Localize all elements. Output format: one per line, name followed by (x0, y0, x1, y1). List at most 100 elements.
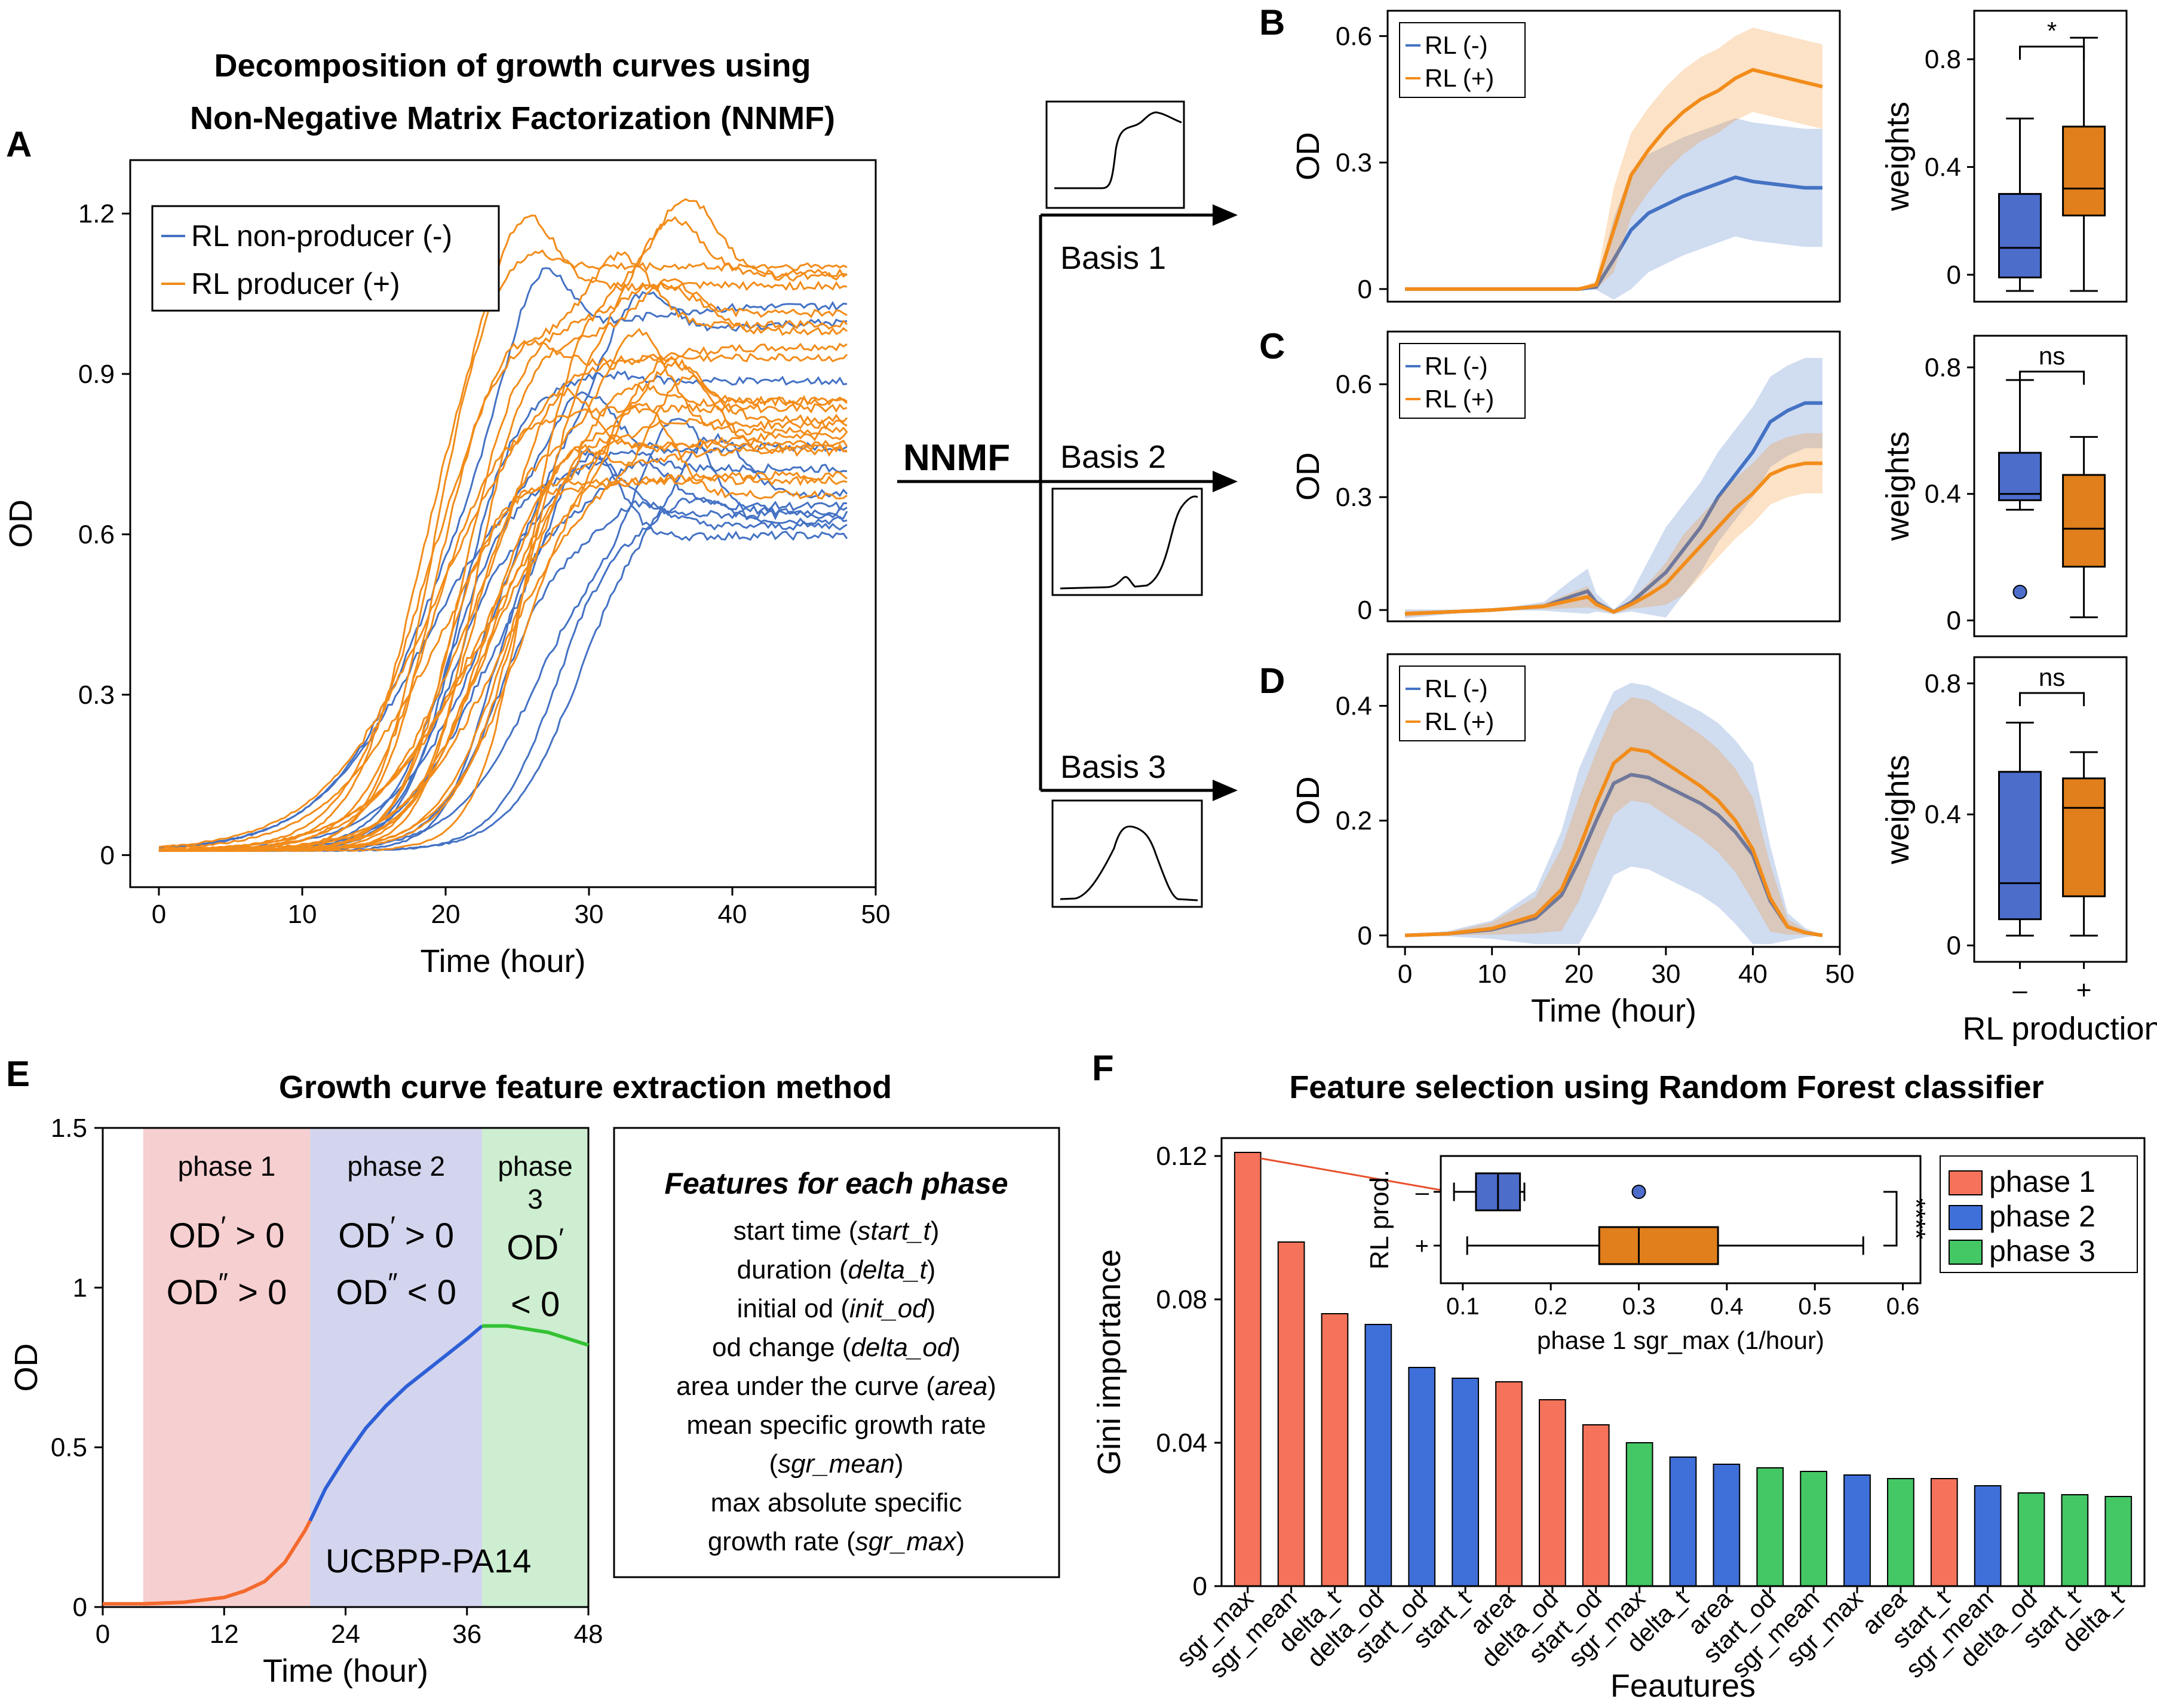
x-axis-label: Feautures (1610, 1668, 1756, 1704)
y-tick-label: 0.3 (78, 680, 115, 710)
bar-area (1495, 1381, 1523, 1587)
chart-e: 0 12 24 36 48 0 0.5 1 1.5 Time (hour) OD phase 1 OD′… (8, 1114, 603, 1689)
phase-label: 3 (527, 1183, 543, 1215)
phase-condition: OD′ (507, 1222, 564, 1267)
legend-a: RL non-producer (-) RL producer (+) (151, 205, 500, 312)
y-tick-label: 0.8 (1925, 669, 1961, 698)
bar-delta_od (2017, 1492, 2045, 1587)
y-tick-label: + (1415, 1233, 1429, 1259)
mean-line-RL (+) (1404, 461, 1822, 616)
phase-region (482, 1128, 588, 1607)
outlier (2012, 584, 2027, 599)
non-producer-curve (159, 496, 848, 852)
feature-line: duration (delta_t) (737, 1255, 936, 1284)
x-tick-label: 40 (718, 900, 747, 929)
x-tick-label: 0 (1398, 959, 1412, 989)
non-producer-curve (158, 500, 848, 852)
bar-start_od (1408, 1367, 1436, 1587)
x-tick-label: 50 (861, 900, 891, 929)
plot-frame (1973, 656, 2128, 963)
x-tick-label: 20 (431, 900, 461, 929)
x-tick-label: 0 (152, 900, 166, 929)
box-+ (2062, 474, 2106, 568)
y-tick-label: 0.6 (78, 520, 115, 549)
x-tick-label: 40 (1738, 959, 1768, 989)
y-tick-label: 0 (1947, 260, 1961, 290)
y-tick-label: 0 (1947, 931, 1961, 961)
y-axis-label: OD (3, 499, 39, 548)
phase-condition: < 0 (511, 1285, 560, 1324)
y-axis-label: Gini importance (1091, 1249, 1127, 1475)
bar-area (1713, 1464, 1741, 1587)
x-tick-label: 48 (574, 1620, 603, 1649)
panel-d: D 0 10 20 30 40 50 0 0.2 0.4 Time (hour) OD RL (-) R… (1259, 653, 2157, 1047)
legend-label: RL (-) (1425, 674, 1488, 703)
legend-label: phase 2 (1989, 1200, 2095, 1233)
band-RL (-) (1405, 358, 1822, 618)
y-axis-label: OD (1290, 132, 1326, 180)
producer-curve (158, 374, 848, 852)
panel-a: A Decomposition of growth curves using N… (3, 48, 890, 979)
basis2-label: Basis 2 (1060, 439, 1166, 475)
box-- (1998, 452, 2042, 501)
y-tick-label: 0.3 (1336, 483, 1372, 512)
chart-a: 0 10 20 30 40 50 0 0.3 0.6 0.9 1.2 Time (hour) OD RL … (3, 159, 891, 979)
feature-line: initial od (init_od) (737, 1294, 936, 1323)
y-tick-label: 0.2 (1336, 807, 1372, 836)
x-tick-label: 0.4 (1710, 1293, 1744, 1320)
x-tick-label: 0.1 (1446, 1293, 1480, 1320)
growth-curve-phase-3 (482, 1324, 589, 1347)
producer-curve (159, 278, 848, 852)
bar-delta_od (1364, 1324, 1392, 1587)
legend-label: RL non-producer (-) (191, 219, 452, 253)
phase-condition: OD″ > 0 (167, 1267, 287, 1312)
y-tick-label: 0 (1358, 275, 1372, 304)
y-axis-label: OD (8, 1344, 44, 1392)
x-tick-label: 24 (331, 1620, 360, 1649)
y-tick-label: – (1416, 1179, 1429, 1206)
mean-line-RL (+) (1405, 68, 1823, 291)
non-producer-curve (158, 267, 848, 850)
significance-bracket (1883, 1191, 1898, 1247)
panel-d-letter: D (1259, 661, 1285, 701)
y-tick-label: 0.5 (51, 1433, 87, 1462)
bar-start_t (1930, 1478, 1958, 1587)
band-RL (+) (1405, 433, 1822, 617)
chart-f-inset: 0.1 0.2 0.3 0.4 0.5 0.6 phase 1 sgr_max (1/hou… (1365, 1155, 1931, 1354)
y-tick-label: 0 (73, 1593, 87, 1622)
feature-line: od change (delta_od) (712, 1333, 961, 1362)
basis2-arrowhead (1213, 471, 1238, 492)
strain-label: UCBPP-PA14 (326, 1542, 531, 1580)
bar-start_t (2061, 1494, 2089, 1587)
legend-frame (1399, 666, 1526, 741)
legend-label: RL (-) (1425, 31, 1488, 59)
chart-d-box: 0 0.4 0.8 weights – + ns RL production (1880, 656, 2157, 1047)
producer-curve (158, 249, 848, 852)
band-RL (+) (1405, 27, 1822, 289)
plot-frame (129, 159, 877, 888)
significance-bracket (2019, 45, 2085, 60)
phase-condition: OD″ < 0 (336, 1267, 456, 1312)
y-tick-label: 0.12 (1156, 1142, 1207, 1171)
x-axis-label: Time (hour) (1531, 993, 1696, 1029)
bar-sgr_mean (1277, 1241, 1305, 1587)
non-producer-curve (158, 460, 848, 852)
legend-label: RL (+) (1425, 385, 1494, 413)
panel-f-title: Feature selection using Random Forest cl… (1289, 1069, 2044, 1105)
y-tick-label: 0.6 (1336, 370, 1372, 399)
y-tick-label: 0 (1947, 606, 1961, 636)
x-tick-label: 0.3 (1622, 1293, 1656, 1320)
basis3-thumbnail (1051, 799, 1203, 908)
features-box-frame (613, 1127, 1060, 1578)
x-tick-label: 30 (1651, 959, 1680, 989)
y-tick-label: 0 (100, 841, 115, 870)
chart-b: 0 0.3 0.6 OD RL (-) RL (+) (1290, 10, 1841, 304)
x-tick-label: 12 (210, 1620, 239, 1649)
box-- (1998, 193, 2042, 278)
significance-bracket (2019, 692, 2085, 706)
bar-sgr_mean (1974, 1485, 2002, 1587)
basis1-thumbnail (1045, 100, 1185, 209)
legend-label: RL (-) (1425, 352, 1488, 380)
y-tick-label: 0.04 (1156, 1428, 1207, 1458)
growth-curve-phase-1 (103, 1520, 312, 1606)
